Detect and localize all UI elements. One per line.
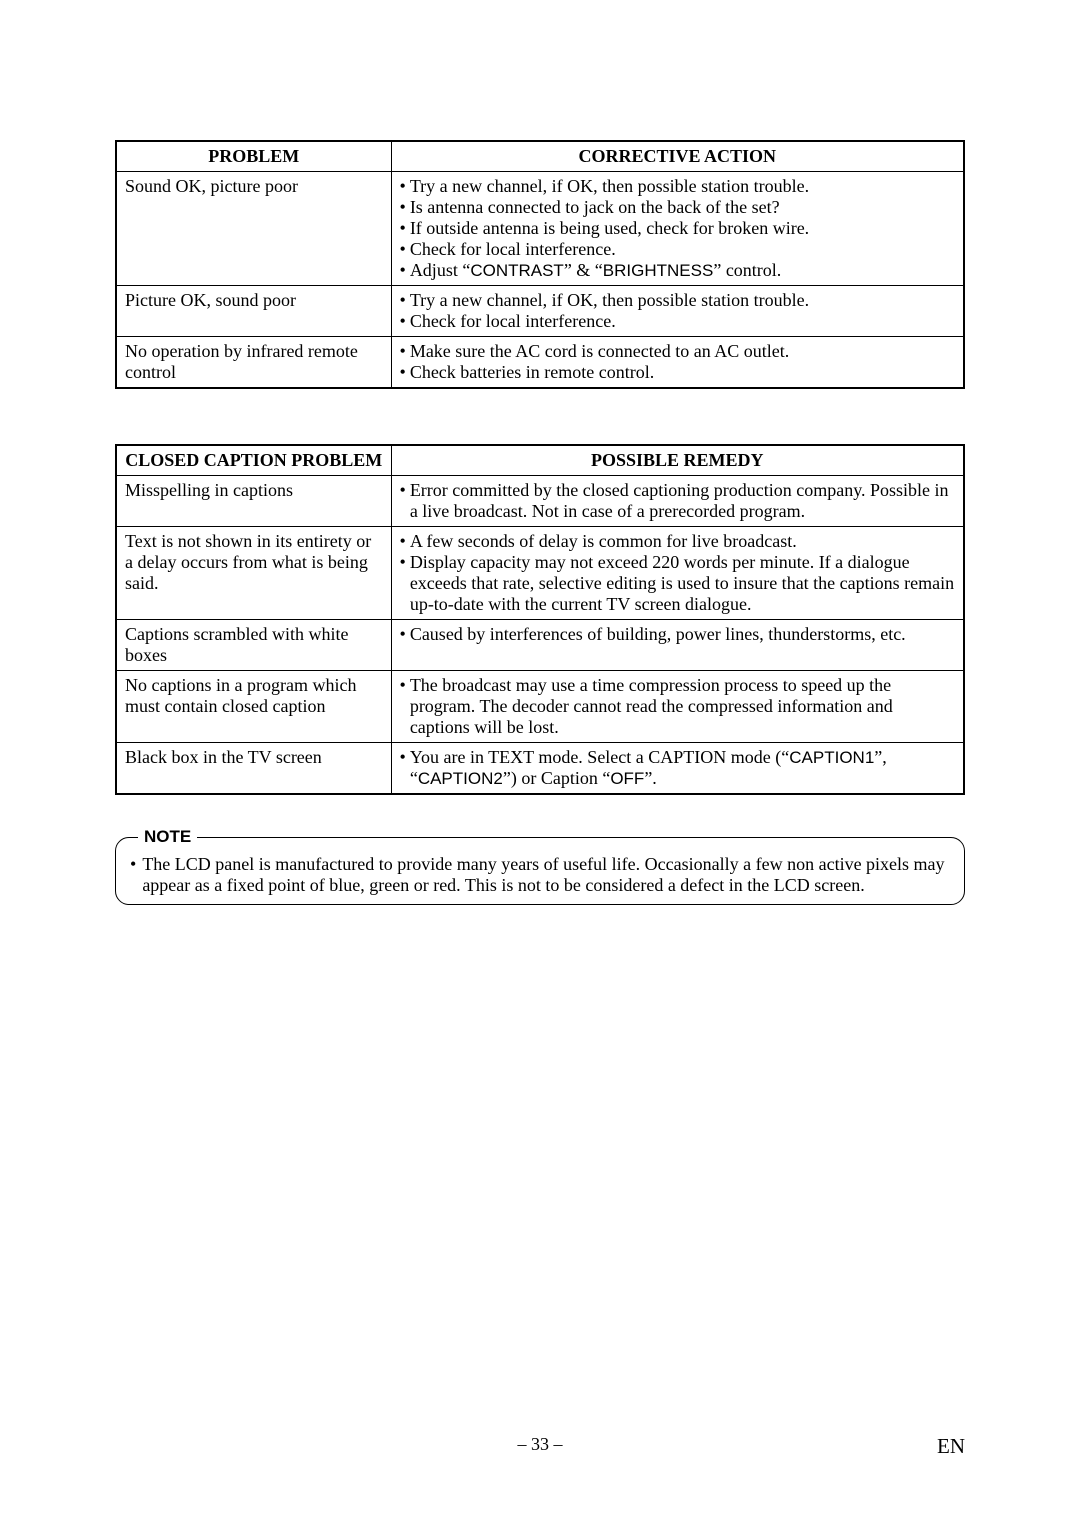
problem-cell: Captions scrambled with white boxes — [116, 620, 391, 671]
page-number: – 33 – — [518, 1434, 563, 1455]
table-row: No captions in a program which must cont… — [116, 671, 964, 743]
list-item: •Caused by interferences of building, po… — [400, 624, 956, 645]
action-text: If outside antenna is being used, check … — [410, 218, 809, 239]
bullet-icon: • — [130, 854, 136, 875]
table-row: Black box in the TV screen •You are in T… — [116, 743, 964, 795]
table-row: Misspelling in captions •Error committed… — [116, 476, 964, 527]
list-item: •Error committed by the closed captionin… — [400, 480, 956, 522]
problem-cell: Misspelling in captions — [116, 476, 391, 527]
remedy-text: The broadcast may use a time compression… — [410, 675, 955, 738]
remedy-list: •Error committed by the closed captionin… — [400, 480, 956, 522]
remedy-cell: •Caused by interferences of building, po… — [391, 620, 964, 671]
list-item: •A few seconds of delay is common for li… — [400, 531, 956, 552]
problem-cell: Black box in the TV screen — [116, 743, 391, 795]
remedy-list: •You are in TEXT mode. Select a CAPTION … — [400, 747, 956, 789]
action-text: Check batteries in remote control. — [410, 362, 654, 383]
list-item: •Check for local interference. — [400, 311, 956, 332]
action-text: Check for local interference. — [410, 239, 616, 260]
bullet-icon: • — [400, 552, 406, 573]
list-item: •If outside antenna is being used, check… — [400, 218, 956, 239]
action-cell: •Make sure the AC cord is connected to a… — [391, 337, 964, 389]
closed-caption-table: CLOSED CAPTION PROBLEM POSSIBLE REMEDY M… — [115, 444, 965, 795]
remedy-text: Display capacity may not exceed 220 word… — [410, 552, 955, 615]
bullet-icon: • — [400, 311, 406, 332]
bullet-icon: • — [400, 362, 406, 383]
action-text: Check for local interference. — [410, 311, 616, 332]
remedy-list: •The broadcast may use a time compressio… — [400, 675, 956, 738]
table-header-row: CLOSED CAPTION PROBLEM POSSIBLE REMEDY — [116, 445, 964, 476]
remedy-list: •Caused by interferences of building, po… — [400, 624, 956, 645]
table-row: Picture OK, sound poor •Try a new channe… — [116, 286, 964, 337]
table-header-row: PROBLEM CORRECTIVE ACTION — [116, 141, 964, 172]
action-text: Make sure the AC cord is connected to an… — [410, 341, 789, 362]
header-problem: PROBLEM — [116, 141, 391, 172]
list-item: •Make sure the AC cord is connected to a… — [400, 341, 956, 362]
note-text: The LCD panel is manufactured to provide… — [142, 854, 950, 896]
action-cell: •Try a new channel, if OK, then possible… — [391, 286, 964, 337]
problem-cell: Sound OK, picture poor — [116, 172, 391, 286]
note-label: NOTE — [138, 827, 197, 847]
action-list: •Make sure the AC cord is connected to a… — [400, 341, 956, 383]
header-possible-remedy: POSSIBLE REMEDY — [391, 445, 964, 476]
list-item: •Is antenna connected to jack on the bac… — [400, 197, 956, 218]
remedy-cell: •A few seconds of delay is common for li… — [391, 527, 964, 620]
language-indicator: EN — [937, 1434, 965, 1459]
bullet-icon: • — [400, 218, 406, 239]
bullet-icon: • — [400, 176, 406, 197]
list-item: •Adjust “CONTRAST” & “BRIGHTNESS” contro… — [400, 260, 956, 281]
table-spacer — [115, 389, 965, 444]
remedy-text: Error committed by the closed captioning… — [410, 480, 955, 522]
bullet-icon: • — [400, 747, 406, 768]
remedy-list: •A few seconds of delay is common for li… — [400, 531, 956, 615]
remedy-text: A few seconds of delay is common for liv… — [410, 531, 797, 552]
list-item: •Try a new channel, if OK, then possible… — [400, 290, 956, 311]
action-text: Is antenna connected to jack on the back… — [410, 197, 780, 218]
bullet-icon: • — [400, 239, 406, 260]
remedy-cell: •The broadcast may use a time compressio… — [391, 671, 964, 743]
table-row: Captions scrambled with white boxes •Cau… — [116, 620, 964, 671]
bullet-icon: • — [400, 197, 406, 218]
table-row: Text is not shown in its entirety or a d… — [116, 527, 964, 620]
list-item: •Check batteries in remote control. — [400, 362, 956, 383]
bullet-icon: • — [400, 290, 406, 311]
bullet-icon: • — [400, 624, 406, 645]
bullet-icon: • — [400, 341, 406, 362]
remedy-cell: •You are in TEXT mode. Select a CAPTION … — [391, 743, 964, 795]
note-body: • The LCD panel is manufactured to provi… — [130, 854, 950, 896]
list-item: •The broadcast may use a time compressio… — [400, 675, 956, 738]
remedy-text: You are in TEXT mode. Select a CAPTION m… — [410, 747, 955, 789]
bullet-icon: • — [400, 531, 406, 552]
header-cc-problem: CLOSED CAPTION PROBLEM — [116, 445, 391, 476]
list-item: •You are in TEXT mode. Select a CAPTION … — [400, 747, 956, 789]
table-row: No operation by infrared remote control … — [116, 337, 964, 389]
action-text: Adjust “CONTRAST” & “BRIGHTNESS” control… — [410, 260, 782, 281]
note-box: NOTE • The LCD panel is manufactured to … — [115, 837, 965, 905]
header-corrective-action: CORRECTIVE ACTION — [391, 141, 964, 172]
remedy-text: Caused by interferences of building, pow… — [410, 624, 906, 645]
list-item: •Check for local interference. — [400, 239, 956, 260]
problem-cell: No operation by infrared remote control — [116, 337, 391, 389]
action-list: •Try a new channel, if OK, then possible… — [400, 290, 956, 332]
list-item: •Display capacity may not exceed 220 wor… — [400, 552, 956, 615]
action-text: Try a new channel, if OK, then possible … — [410, 176, 809, 197]
problem-cell: No captions in a program which must cont… — [116, 671, 391, 743]
troubleshooting-table: PROBLEM CORRECTIVE ACTION Sound OK, pict… — [115, 140, 965, 389]
action-text: Try a new channel, if OK, then possible … — [410, 290, 809, 311]
action-list: •Try a new channel, if OK, then possible… — [400, 176, 956, 281]
problem-cell: Text is not shown in its entirety or a d… — [116, 527, 391, 620]
table-row: Sound OK, picture poor •Try a new channe… — [116, 172, 964, 286]
bullet-icon: • — [400, 675, 406, 696]
action-cell: •Try a new channel, if OK, then possible… — [391, 172, 964, 286]
problem-cell: Picture OK, sound poor — [116, 286, 391, 337]
list-item: •Try a new channel, if OK, then possible… — [400, 176, 956, 197]
remedy-cell: •Error committed by the closed captionin… — [391, 476, 964, 527]
bullet-icon: • — [400, 480, 406, 501]
bullet-icon: • — [400, 260, 406, 281]
